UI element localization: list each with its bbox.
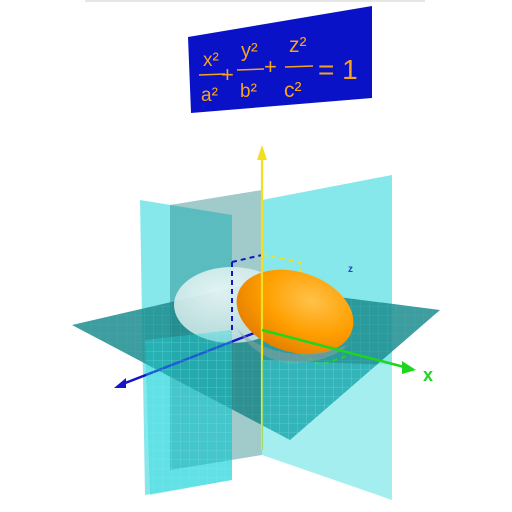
yz-plane-front: [145, 330, 232, 495]
xz-plane-front: [262, 360, 392, 500]
equation-plus-1: +: [221, 62, 234, 87]
fraction-bar-3: [284, 65, 314, 68]
z-axis-label: z: [348, 264, 353, 275]
equation-b-term: b²: [240, 81, 257, 102]
equation-z-term: z²: [289, 34, 307, 57]
equation-rhs: = 1: [318, 54, 358, 85]
y-axis-arrow: [114, 378, 126, 388]
x-axis-label: x: [423, 365, 433, 385]
equation-x-term: x²: [203, 50, 219, 71]
ellipsoid-shadow-rim: [238, 330, 348, 364]
equation-a-term: a²: [201, 85, 218, 106]
x-axis: [261, 328, 409, 370]
fraction-bar-1: [198, 73, 226, 76]
equation-banner: x² a² + y² b² + z² c² = 1: [188, 6, 372, 113]
equation-plus-2: +: [264, 54, 277, 79]
ellipsoid-orange: [236, 269, 354, 355]
equation-c-term: c²: [284, 79, 302, 102]
equation-y-term: y²: [241, 40, 258, 62]
fraction-bar-2: [236, 68, 265, 71]
x-axis-arrow: [402, 361, 416, 374]
equation-banner-background: [188, 6, 372, 113]
z-axis-arrow: [257, 145, 267, 160]
bounding-box-blue: [231, 254, 263, 330]
